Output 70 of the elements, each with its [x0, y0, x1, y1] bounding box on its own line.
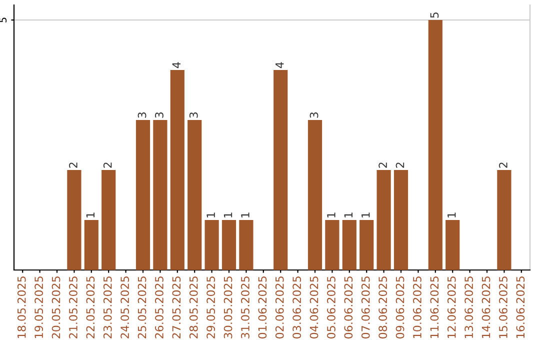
data-label: 1 [327, 212, 336, 218]
bar [376, 170, 391, 270]
x-tick-label: 15.06.2025 [499, 276, 508, 338]
x-tick-label: 23.05.2025 [103, 276, 112, 338]
x-tick-label: 10.06.2025 [413, 276, 422, 338]
bar [153, 120, 168, 270]
bar [67, 170, 82, 270]
x-tick-label: 03.06.2025 [292, 276, 302, 338]
x-tick-label: 28.05.2025 [189, 276, 198, 338]
bar [204, 220, 219, 270]
x-tick-label: 24.05.2025 [120, 276, 130, 338]
bar [446, 220, 460, 270]
bar [497, 170, 512, 270]
bar [342, 220, 356, 270]
bar [325, 220, 340, 270]
data-label: 1 [224, 212, 232, 218]
data-label: 4 [172, 62, 180, 68]
data-label: 3 [138, 112, 146, 118]
x-tick-label: 06.06.2025 [344, 276, 353, 338]
data-label: 3 [310, 112, 318, 118]
x-tick-label: 27.05.2025 [172, 276, 181, 338]
data-label: 1 [86, 212, 94, 218]
x-tick-label: 16.06.2025 [516, 276, 525, 338]
x-tick-label: 30.05.2025 [224, 276, 232, 338]
data-label: 2 [103, 162, 112, 168]
data-label: 5 [430, 12, 439, 18]
bar [360, 220, 374, 270]
data-label: 1 [241, 212, 250, 218]
x-tick-label: 08.06.2025 [378, 276, 388, 338]
x-tick-label: 14.06.2025 [482, 276, 490, 338]
x-tick-label: 22.05.2025 [86, 276, 95, 338]
data-label: 2 [396, 162, 404, 168]
data-label: 2 [378, 162, 387, 168]
x-tick-label: 04.06.2025 [310, 276, 318, 338]
data-label: 3 [189, 112, 198, 118]
x-tick-label: 21.05.2025 [69, 276, 78, 338]
x-tick-label: 09.06.2025 [396, 276, 404, 338]
bar [308, 120, 322, 270]
bar [102, 170, 116, 270]
bar [222, 220, 236, 270]
bar [136, 120, 150, 270]
x-tick-label: 25.05.2025 [138, 276, 146, 338]
x-tick-label: 31.05.2025 [241, 276, 250, 338]
x-tick-label: 29.05.2025 [206, 276, 216, 338]
x-tick-label: 26.05.2025 [155, 276, 164, 338]
data-label: 1 [448, 212, 456, 218]
data-label: 1 [362, 212, 370, 218]
x-tick-label: 13.06.2025 [464, 276, 474, 338]
data-label: 3 [155, 112, 164, 118]
x-tick-label: 19.05.2025 [34, 276, 44, 338]
x-tick-label: 07.06.2025 [361, 276, 370, 338]
data-label: 2 [499, 162, 508, 168]
data-label: 2 [69, 162, 78, 168]
data-label: 1 [206, 212, 215, 218]
bar [170, 70, 184, 270]
data-label: 1 [344, 212, 352, 218]
x-tick-label: 05.06.2025 [327, 276, 336, 338]
bar [394, 170, 408, 270]
bar [274, 70, 288, 270]
x-tick-label: 02.06.2025 [275, 276, 284, 338]
x-tick-label: 12.06.2025 [447, 276, 456, 338]
x-tick-label: 18.05.2025 [17, 276, 26, 338]
x-tick-label: 01.06.2025 [258, 276, 267, 338]
x-tick-label: 20.05.2025 [52, 276, 60, 338]
bar [239, 220, 254, 270]
bar [188, 120, 202, 270]
bar [428, 20, 442, 270]
x-tick-label: 11.06.2025 [430, 276, 439, 338]
data-label: 4 [276, 62, 284, 68]
bar [84, 220, 98, 270]
